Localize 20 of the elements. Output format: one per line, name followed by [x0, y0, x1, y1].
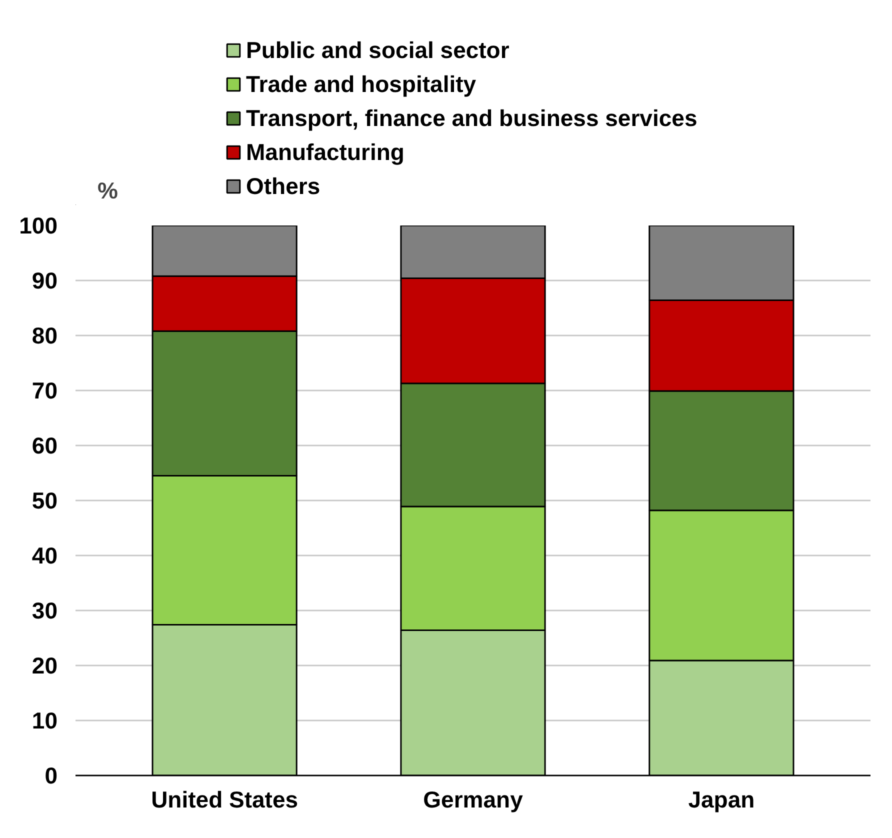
x-tick-label: Germany	[423, 786, 524, 812]
x-tick-label: Japan	[688, 786, 755, 812]
y-tick-label: 50	[32, 488, 58, 514]
y-tick-label: 60	[32, 432, 58, 458]
y-tick-label: 10	[32, 708, 58, 734]
y-tick-label: 30	[32, 598, 58, 624]
y-tick-label: 100	[19, 212, 58, 238]
y-tick-label: 70	[32, 378, 58, 404]
legend-label: Public and social sector	[246, 36, 510, 64]
y-axis-title: %	[98, 178, 118, 204]
x-tick-label: United States	[151, 786, 298, 812]
y-tick-label: 40	[32, 542, 58, 568]
y-tick-label: 80	[32, 322, 58, 348]
legend-label: Manufacturing	[246, 138, 404, 166]
y-tick-label: 90	[32, 268, 58, 294]
legend-label: Transport, finance and business services	[246, 104, 698, 132]
legend-label: Others	[246, 172, 320, 200]
legend-label: Trade and hospitality	[246, 70, 476, 98]
y-tick-label: 0	[44, 762, 58, 788]
y-tick-label: 20	[32, 652, 58, 678]
